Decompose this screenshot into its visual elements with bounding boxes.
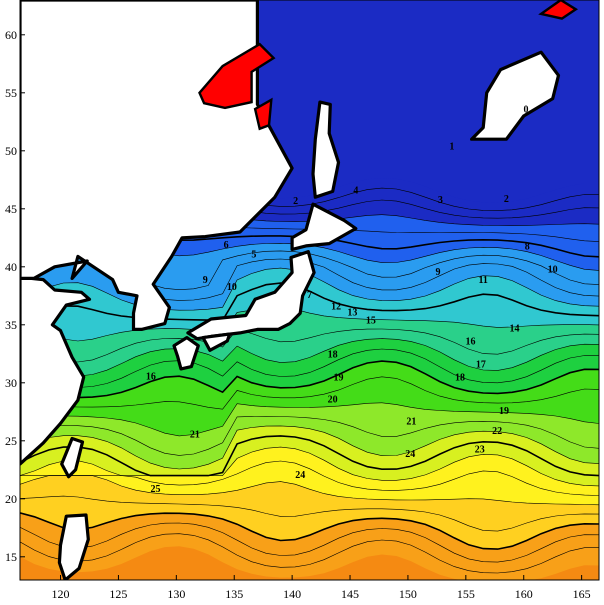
plot-frame (19, 0, 600, 581)
contour-label: 6 (224, 240, 229, 251)
land-masses (20, 0, 579, 580)
contour-label: 21 (406, 417, 416, 428)
isotherm-line (20, 338, 599, 377)
isotherm-line (20, 533, 599, 574)
contour-label: 2 (293, 196, 298, 207)
y-tick-label: 25 (5, 434, 17, 448)
contour-label: 25 (150, 484, 160, 495)
x-tick-label: 160 (515, 587, 533, 601)
y-tick-label: 40 (5, 260, 17, 274)
kyushu (172, 336, 200, 371)
hokkaido (290, 202, 358, 251)
contour-label: 5 (251, 249, 256, 260)
y-tick-label: 15 (5, 550, 17, 564)
isotherm-line (20, 376, 599, 410)
x-tick-label: 135 (225, 587, 243, 601)
y-tick-label: 20 (5, 492, 17, 506)
honshu (186, 250, 316, 341)
isotherm-line (20, 425, 599, 470)
contour-label: 10 (227, 282, 237, 293)
contour-label: 7 (307, 290, 312, 301)
sub-zero-patch (538, 0, 579, 20)
y-tick-label: 35 (5, 318, 17, 332)
x-tick-label: 165 (573, 587, 591, 601)
contour-label: 17 (476, 360, 486, 371)
contour-label: 18 (328, 349, 338, 360)
isotherm-line (20, 415, 599, 456)
contour-label: 10 (548, 265, 558, 276)
contour-label: 18 (455, 372, 465, 383)
sub-zero-patch (198, 42, 276, 110)
longitude-axis: 120 125 130 135 140 145 150 155 160 165 (52, 575, 591, 601)
y-tick-label: 55 (5, 86, 17, 100)
contour-label: 20 (328, 394, 338, 405)
contour-label: 3 (438, 195, 443, 206)
contour-label: 9 (436, 267, 441, 278)
x-tick-label: 150 (399, 587, 417, 601)
contour-label: 21 (190, 429, 200, 440)
contour-label: 19 (333, 372, 343, 383)
taiwan (60, 436, 85, 479)
sub-zero-patch (253, 97, 273, 131)
contour-label: 15 (366, 316, 376, 327)
contour-label: 2 (504, 194, 509, 205)
contour-label: 23 (475, 444, 485, 455)
isotherm-line (20, 328, 599, 363)
isotherm-line (20, 360, 599, 399)
y-tick-label: 50 (5, 144, 17, 158)
shikoku (201, 332, 232, 352)
contour-label: 12 (331, 302, 341, 313)
contour-label: 14 (509, 324, 519, 335)
kamchatka (470, 50, 561, 141)
contour-label: 11 (478, 275, 487, 286)
asian-mainland (20, 0, 294, 466)
contour-label: 24 (295, 470, 305, 481)
isotherm-line (20, 460, 599, 496)
contour-label: 16 (146, 371, 156, 382)
isotherm-line (20, 402, 599, 437)
contour-label: 4 (353, 186, 358, 197)
isotherm-line (20, 306, 599, 342)
x-tick-label: 125 (109, 587, 127, 601)
contour-label: 16 (465, 336, 475, 347)
x-tick-label: 130 (167, 587, 185, 601)
isotherm-line (20, 435, 599, 477)
x-tick-label: 155 (457, 587, 475, 601)
x-tick-label: 145 (341, 587, 359, 601)
contour-label: 13 (347, 307, 357, 318)
contour-label: 8 (525, 241, 530, 252)
isotherm-line (20, 495, 599, 532)
x-tick-label: 140 (283, 587, 301, 601)
luzon (57, 513, 90, 580)
isotherm-line (20, 512, 599, 550)
contour-label: 1 (449, 142, 454, 153)
isotherm-line (20, 282, 599, 322)
y-tick-label: 45 (5, 202, 17, 216)
contour-label: 24 (405, 449, 415, 460)
isotherm-line (20, 522, 599, 563)
isotherm-line (20, 475, 599, 506)
contour-label: 9 (203, 275, 208, 286)
contour-label: 22 (492, 426, 502, 437)
y-tick-label: 30 (5, 376, 17, 390)
sakhalin (311, 100, 341, 199)
isotherm-line (20, 446, 599, 487)
x-tick-label: 120 (52, 587, 70, 601)
contour-label: 19 (499, 406, 509, 417)
isotherm-line (20, 348, 599, 388)
latitude-axis: 15 20 25 30 35 40 45 50 55 60 (5, 28, 25, 564)
contour-label: 0 (524, 104, 529, 115)
y-tick-label: 60 (5, 28, 17, 42)
